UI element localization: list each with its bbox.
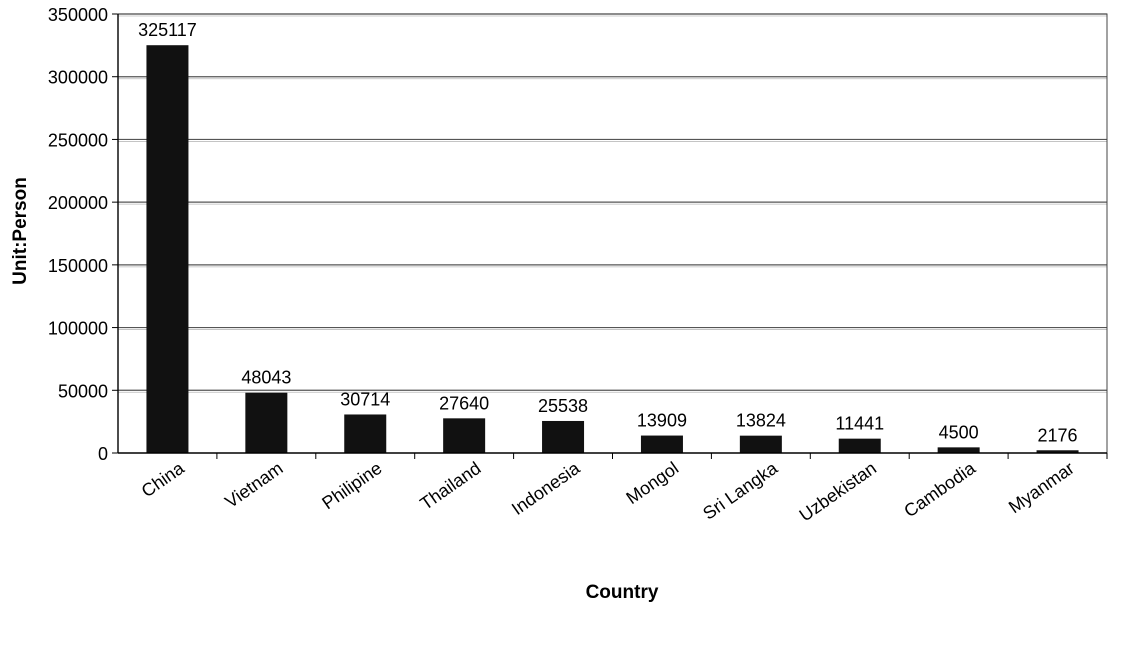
x-tick-label: Uzbekistan [796,458,880,525]
x-tick-label: Vietnam [221,458,286,512]
x-tick-label: Mongol [622,458,682,508]
y-tick-label: 50000 [58,381,108,401]
data-label: 30714 [340,389,390,409]
bar-cambodia [937,447,980,453]
data-label: 27640 [439,393,489,413]
gridlines [118,13,1107,393]
x-tick-label: Sri Langka [699,457,782,523]
data-label: 2176 [1038,425,1078,445]
x-tick-label: Philipine [318,458,385,513]
data-label: 11441 [835,414,884,434]
x-tick-label: Thailand [416,458,484,514]
y-tick-label: 350000 [48,5,108,25]
bar-indonesia [542,420,585,453]
x-axis-title: Country [586,582,659,603]
bar-vietnam [245,392,288,453]
x-tick-label: Indonesia [508,457,584,519]
y-tick-labels: 0 50000 100000 150000 200000 250000 300000 3500… [48,5,108,464]
bars [146,45,1079,454]
y-tick-label: 0 [98,444,108,464]
data-labels: 325117 48043 30714 27640 25538 13909 13824 1144… [138,20,1077,445]
x-tick-label: Cambodia [900,457,979,521]
bar-sri-langka [739,435,782,453]
y-tick-label: 250000 [48,130,108,150]
bar-mongol [640,435,683,453]
data-label: 4500 [939,422,979,442]
bar-thailand [443,418,486,453]
x-tick-label: Myanmar [1005,458,1078,517]
x-tick-labels: China Vietnam Philipine Thailand Indonesia Mo… [138,457,1078,525]
y-tick-label: 200000 [48,193,108,213]
bar-myanmar [1036,450,1079,453]
bar-philipine [344,414,387,453]
data-label: 13909 [637,411,687,431]
axes [112,13,1108,459]
y-axis-title: Unit:Person [10,177,31,285]
y-tick-label: 300000 [48,68,108,88]
data-label: 25538 [538,396,588,416]
bar-uzbekistan [838,438,881,453]
bar-china [146,45,189,454]
data-label: 325117 [138,20,197,40]
x-tick-label: China [138,457,189,501]
y-tick-label: 150000 [48,256,108,276]
data-label: 13824 [736,411,786,431]
data-label: 48043 [241,368,291,388]
y-tick-label: 100000 [48,319,108,339]
